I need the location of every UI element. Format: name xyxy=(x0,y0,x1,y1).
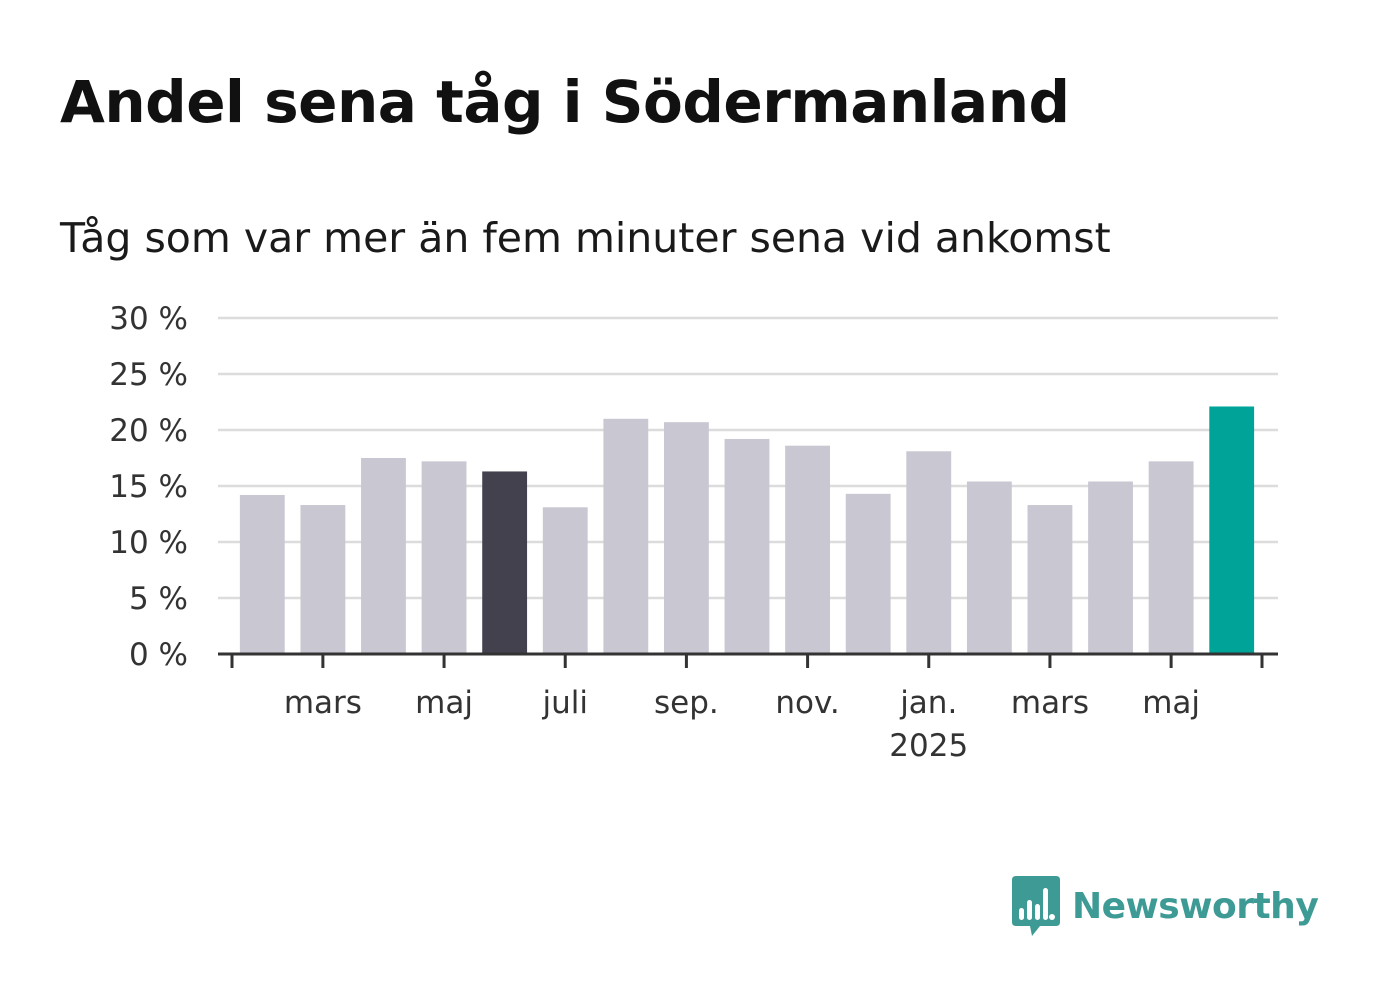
x-tick-label: sep. xyxy=(654,685,719,721)
x-axis: mars maj juli sep. nov. jan. 2025 mars maj xyxy=(218,652,1278,764)
bar xyxy=(724,438,770,654)
bar xyxy=(1148,461,1194,654)
x-tick-label: maj xyxy=(1142,685,1200,721)
bars xyxy=(239,406,1255,654)
y-tick-label: 15 % xyxy=(109,469,188,505)
chart-subtitle: Tåg som var mer än fem minuter sena vid … xyxy=(60,214,1111,262)
bar xyxy=(1088,481,1133,654)
bar-chart-speech-bubble-icon xyxy=(1012,876,1060,936)
x-tick-label: mars xyxy=(284,685,362,721)
bar xyxy=(1209,406,1255,654)
bar xyxy=(1027,505,1073,654)
y-tick-label: 10 % xyxy=(109,525,188,561)
bar xyxy=(239,494,285,654)
x-tick-year-label: 2025 xyxy=(889,728,968,764)
x-tick-label: nov. xyxy=(775,685,839,721)
bar xyxy=(845,493,891,654)
bar xyxy=(361,458,406,654)
brand-name: Newsworthy xyxy=(1072,885,1319,927)
y-tick-label: 0 % xyxy=(129,637,188,673)
bar xyxy=(966,481,1012,654)
y-tick-label: 5 % xyxy=(129,581,188,617)
x-tick-label: juli xyxy=(541,685,588,721)
bar xyxy=(421,461,467,654)
bar xyxy=(300,505,346,654)
bar xyxy=(906,451,952,654)
bar xyxy=(603,418,649,654)
x-tick-label: mars xyxy=(1011,685,1089,721)
y-tick-label: 25 % xyxy=(109,357,188,393)
bar xyxy=(785,445,831,654)
y-axis-ticks: 0 % 5 % 10 % 15 % 20 % 25 % 30 % xyxy=(109,301,188,673)
brand-logo: Newsworthy xyxy=(1008,874,1319,938)
bar xyxy=(663,422,709,654)
y-tick-label: 30 % xyxy=(109,301,188,337)
x-tick-label: jan. xyxy=(899,685,957,721)
y-tick-label: 20 % xyxy=(109,413,188,449)
chart-title: Andel sena tåg i Södermanland xyxy=(60,68,1070,136)
bar xyxy=(542,507,588,654)
bar xyxy=(482,471,528,654)
x-tick-label: maj xyxy=(415,685,473,721)
